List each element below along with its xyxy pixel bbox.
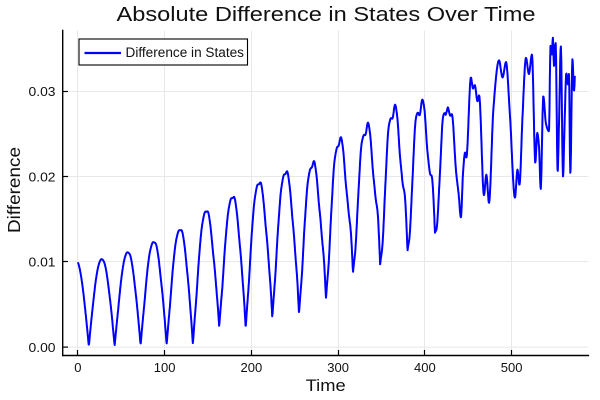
svg-text:Absolute Difference in States: Absolute Difference in States Over Time [117, 4, 536, 26]
svg-text:0.02: 0.02 [29, 169, 56, 184]
svg-text:0.01: 0.01 [29, 255, 56, 270]
svg-text:200: 200 [241, 360, 263, 375]
svg-text:300: 300 [327, 360, 349, 375]
svg-text:500: 500 [501, 360, 523, 375]
svg-text:Difference: Difference [4, 147, 24, 233]
svg-text:0.03: 0.03 [29, 84, 56, 99]
svg-text:100: 100 [154, 360, 176, 375]
svg-text:0.00: 0.00 [29, 340, 56, 355]
svg-text:400: 400 [414, 360, 436, 375]
svg-text:Difference in States: Difference in States [126, 45, 245, 60]
svg-text:Time: Time [306, 377, 346, 395]
svg-text:0: 0 [74, 360, 81, 375]
